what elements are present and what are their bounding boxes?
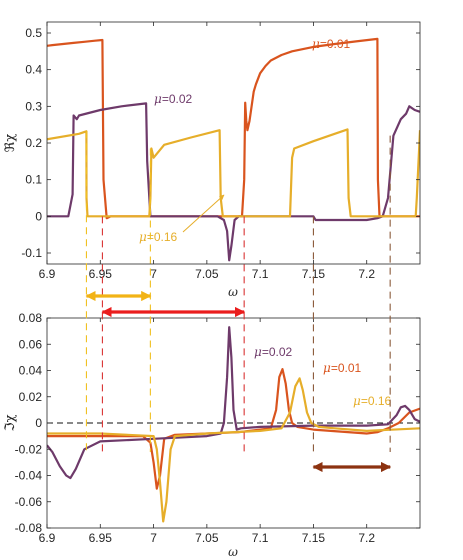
top-series-002 [47, 102, 420, 262]
top-ytick-label: 0.5 [25, 26, 42, 40]
bottom-ytick-label: 0.04 [19, 364, 43, 378]
annotation-mu-0-01-bottom: μ=0.01 [323, 361, 362, 375]
bottom-xtick-label: 6.95 [89, 531, 113, 545]
top-xtick-label: 7.15 [302, 267, 326, 281]
bottom-xlabel: ω [228, 545, 238, 559]
annotation-mu-0-16-bottom: μ=0.16 [353, 394, 392, 408]
bottom-xtick-label: 7.1 [252, 531, 269, 545]
bottom-ytick-label: -0.02 [15, 442, 43, 456]
bottom-panel: 6.9 6.95 7 7.05 7.1 7.15 7.2 -0.08 -0.06 -0.04 -0.… [3, 311, 421, 559]
top-xtick-label: 7.1 [252, 267, 269, 281]
top-series-001 [47, 37, 420, 220]
bottom-series-016 [47, 377, 420, 523]
bottom-ytick-label: 0.06 [19, 337, 43, 351]
bottom-ylabel: ℑχ [3, 414, 18, 431]
bottom-xtick-label: 7.05 [195, 531, 219, 545]
annotation-mu-0-02-top: μ=0.02 [154, 92, 193, 106]
guide-lines-and-arrows [85, 131, 392, 473]
annotation-arrow-mu-0-16 [182, 194, 225, 233]
top-xtick-label: 7.05 [195, 267, 219, 281]
top-ylabel: ℜχ [3, 134, 18, 153]
top-xtick-label: 7.2 [358, 267, 375, 281]
bottom-ytick-label: 0 [35, 416, 42, 430]
top-panel: 6.9 6.95 7 7.05 7.1 7.15 7.2 -0.1 0 0.1 0.2 0.3 0.4 0… [3, 21, 421, 299]
top-ytick-label: 0 [35, 209, 42, 223]
bottom-series-002 [47, 326, 420, 480]
annotation-mu-0-02-bottom: μ=0.02 [254, 345, 293, 359]
top-xlabel: ω [228, 285, 238, 299]
bottom-ytick-label: -0.04 [15, 469, 43, 483]
bottom-series-001 [47, 368, 420, 490]
bottom-series-group [47, 326, 420, 523]
annotation-mu-0-01-top: μ=0.01 [312, 37, 351, 51]
top-ticks: 6.9 6.95 7 7.05 7.1 7.15 7.2 -0.1 0 0.1 0.2 0.3 0.4 0… [21, 22, 420, 281]
bottom-ticks: 6.9 6.95 7 7.05 7.1 7.15 7.2 -0.08 -0.06 -0.04 -0.… [15, 311, 420, 545]
top-ytick-label: 0.3 [25, 99, 42, 113]
top-ytick-label: 0.1 [25, 173, 42, 187]
bottom-xtick-label: 6.9 [39, 531, 56, 545]
bottom-ytick-label: 0.08 [19, 311, 43, 325]
bottom-ytick-label: 0.02 [19, 390, 43, 404]
top-series-group [47, 37, 420, 262]
top-xtick-label: 6.9 [39, 267, 56, 281]
top-xtick-label: 7 [150, 267, 157, 281]
bottom-xtick-label: 7.15 [302, 531, 326, 545]
bottom-ytick-label: -0.08 [15, 521, 43, 535]
top-ytick-label: 0.2 [25, 136, 42, 150]
bottom-xtick-label: 7.2 [358, 531, 375, 545]
bottom-ytick-label: -0.06 [15, 495, 43, 509]
bottom-xtick-label: 7 [150, 531, 157, 545]
annotation-mu-0-16-top: μ=0.16 [139, 230, 178, 244]
top-ytick-label: 0.4 [25, 63, 42, 77]
top-xtick-label: 6.95 [89, 267, 113, 281]
top-ytick-label: -0.1 [21, 246, 42, 260]
top-series-016 [47, 128, 420, 218]
